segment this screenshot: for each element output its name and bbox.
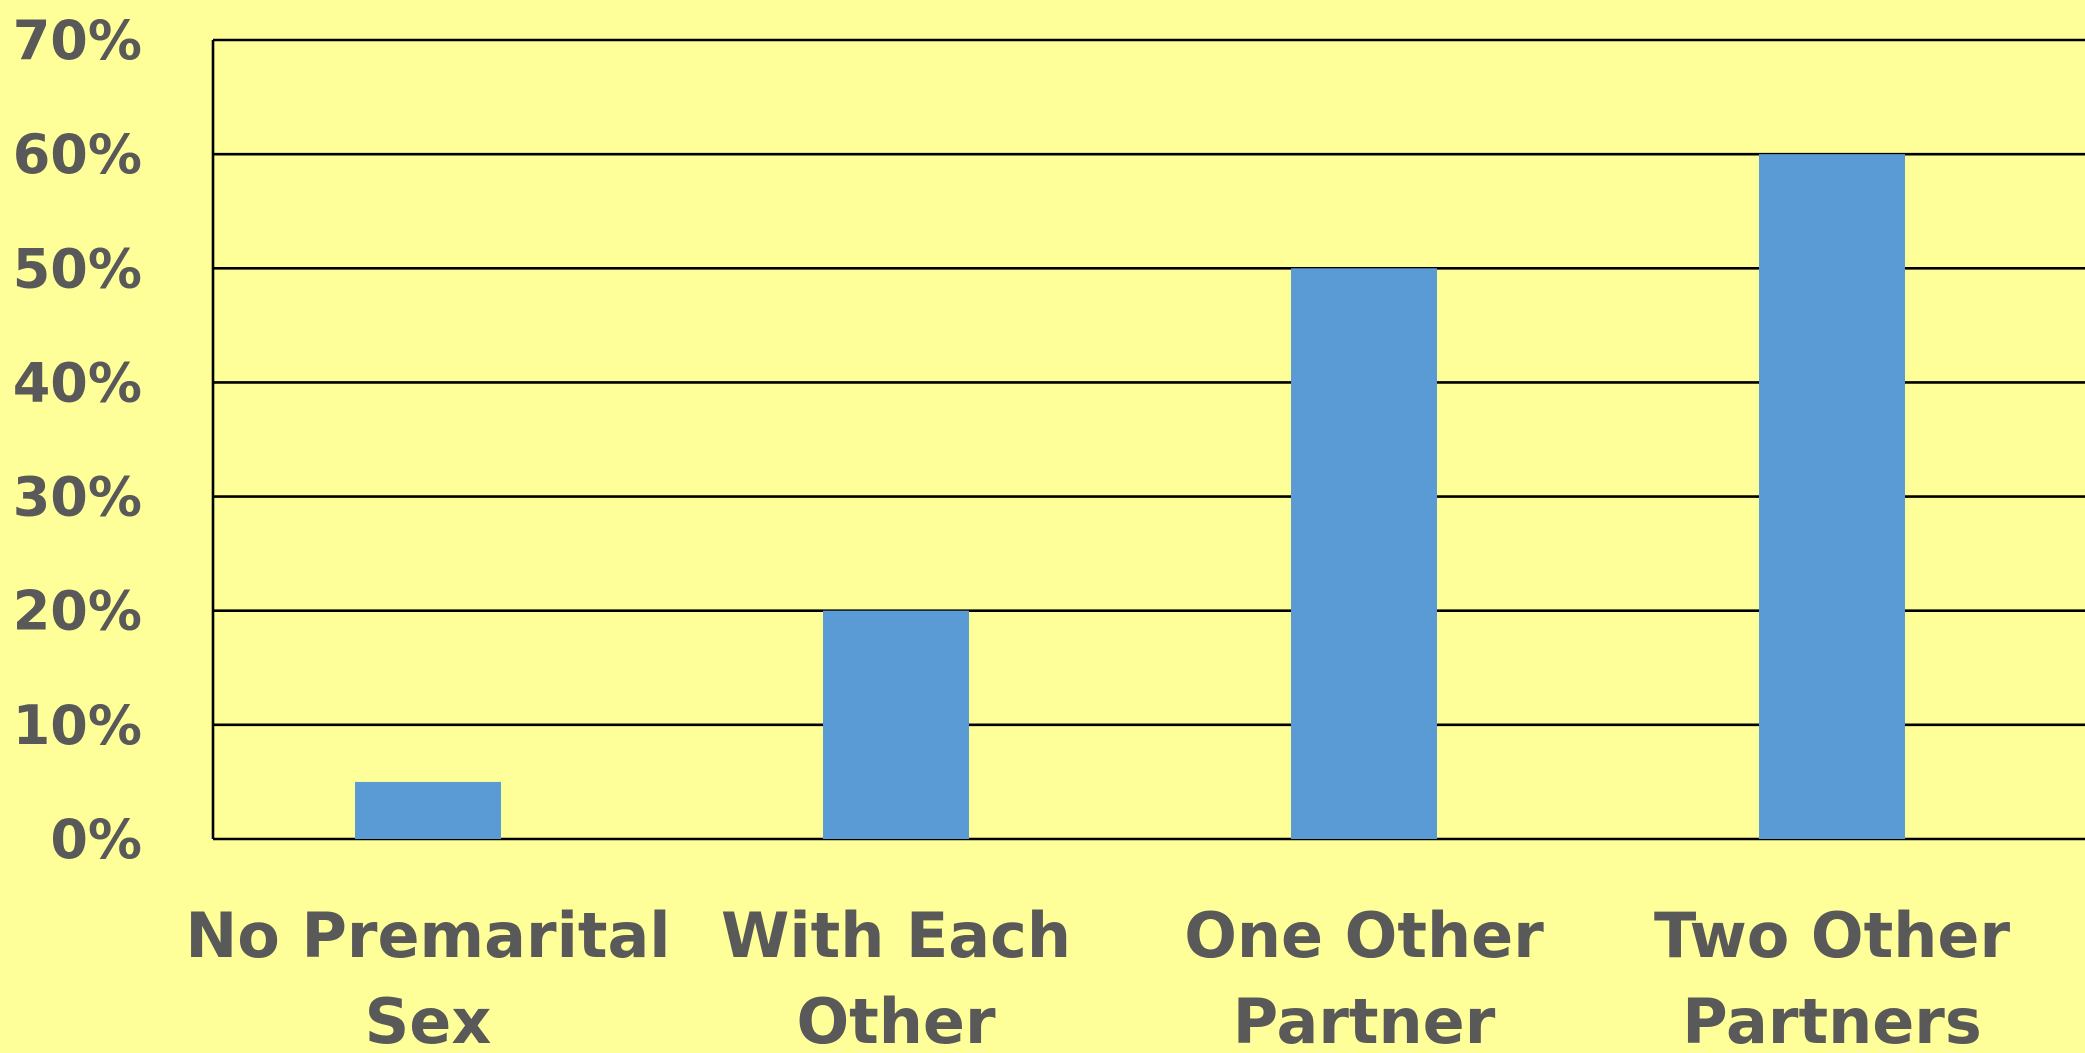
x-category-label: Two Other: [1654, 899, 2010, 972]
y-tick-label: 10%: [13, 694, 142, 757]
y-axis-tick-labels: 0% 10% 20% 30% 40% 50% 60% 70%: [13, 9, 142, 871]
x-category-label: Sex: [365, 985, 492, 1049]
bar-3: [1759, 154, 1905, 840]
y-tick-label: 40%: [13, 351, 142, 414]
gridlines: [211, 38, 2085, 841]
bar-2: [1291, 268, 1437, 839]
x-axis-category-labels: No Premarital Sex With Each Other One Other P…: [185, 899, 2010, 1053]
y-tick-label: 0%: [50, 808, 142, 871]
y-tick-label: 20%: [13, 580, 142, 643]
y-tick-label: 50%: [13, 237, 142, 300]
y-tick-label: 30%: [13, 466, 142, 529]
x-category-label: Partner: [1233, 985, 1496, 1049]
x-category-label: One Other: [1184, 899, 1544, 972]
y-tick-label: 70%: [13, 9, 142, 72]
x-category-label: Partners: [1682, 985, 1982, 1049]
bar-0: [355, 781, 501, 839]
x-category-label: With Each: [721, 899, 1071, 972]
y-tick-label: 60%: [13, 123, 142, 186]
bars: [355, 154, 1905, 840]
x-category-label: No Premarital: [185, 899, 670, 972]
x-category-label: Other: [796, 985, 996, 1049]
bar-1: [823, 610, 969, 839]
